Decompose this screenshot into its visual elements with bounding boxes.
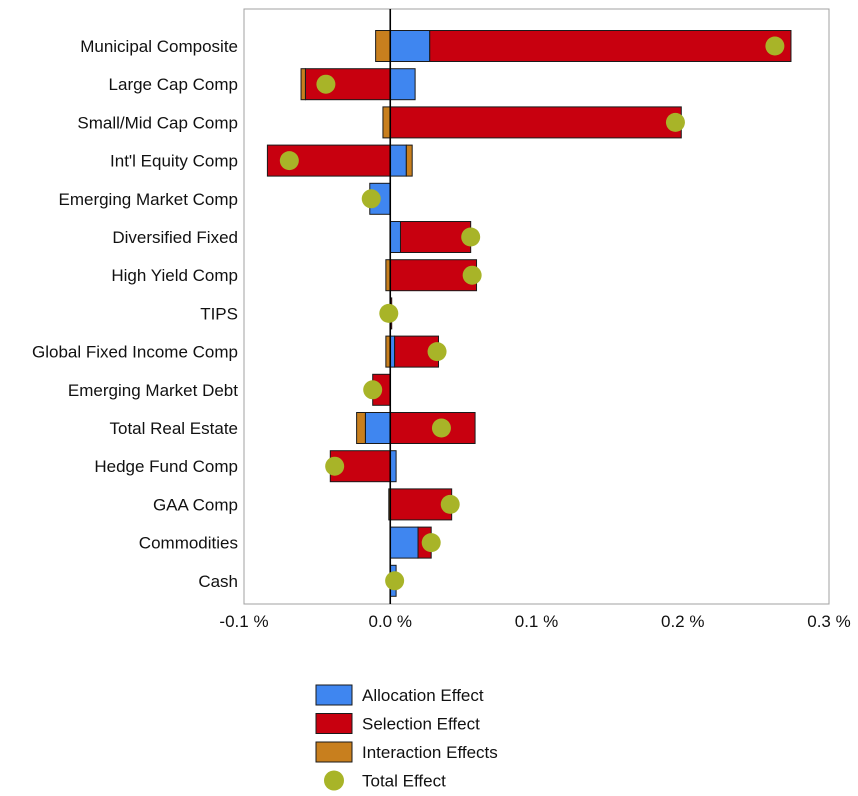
legend-label-allocation-effect: Allocation Effect xyxy=(362,686,484,705)
bar-allocation-effect-int-l-equity-comp xyxy=(389,144,407,177)
total-effect-point-small-mid-cap-comp xyxy=(665,112,685,132)
legend-label-selection-effect: Selection Effect xyxy=(362,715,480,734)
legend-swatch-interaction-effects xyxy=(315,741,353,763)
total-effect-point-large-cap-comp xyxy=(316,74,336,94)
total-effect-layer xyxy=(279,36,785,591)
category-label-municipal-composite: Municipal Composite xyxy=(80,37,238,56)
bar-interaction-effects-municipal-composite xyxy=(375,30,391,62)
legend-swatch-allocation-effect xyxy=(315,684,353,706)
total-effect-point-cash xyxy=(385,571,405,591)
total-effect-point-gaa-comp xyxy=(440,494,460,514)
category-label-high-yield-comp: High Yield Comp xyxy=(111,266,238,285)
legend-marker-total-effect xyxy=(324,770,344,791)
bar-allocation-effect-diversified-fixed xyxy=(389,221,401,253)
x-tick-label: -0.1 % xyxy=(219,612,268,631)
category-label-small-mid-cap-comp: Small/Mid Cap Comp xyxy=(77,113,238,132)
total-effect-point-emerging-market-comp xyxy=(361,189,381,209)
bar-interaction-effects-total-real-estate xyxy=(356,412,366,444)
legend-swatch-selection-effect xyxy=(315,713,353,734)
category-label-gaa-comp: GAA Comp xyxy=(153,495,238,514)
bar-allocation-effect-large-cap-comp xyxy=(389,68,416,101)
total-effect-point-high-yield-comp xyxy=(462,265,482,285)
total-effect-point-int-l-equity-comp xyxy=(279,151,299,171)
category-label-total-real-estate: Total Real Estate xyxy=(109,419,238,438)
bar-interaction-effects-large-cap-comp xyxy=(300,68,306,101)
bar-allocation-effect-total-real-estate xyxy=(364,412,391,444)
bars-layer xyxy=(266,30,792,597)
plot-border xyxy=(243,8,830,605)
x-axis-tick-labels: -0.1 % 0.0 % 0.1 % 0.2 % 0.3 % xyxy=(219,612,850,631)
total-effect-point-total-real-estate xyxy=(431,418,451,438)
category-label-large-cap-comp: Large Cap Comp xyxy=(109,75,238,94)
category-label-tips: TIPS xyxy=(200,304,238,323)
total-effect-point-global-fixed-income-comp xyxy=(427,342,447,362)
bar-selection-effect-municipal-composite xyxy=(429,30,792,62)
bar-allocation-effect-municipal-composite xyxy=(389,30,431,62)
category-label-int-l-equity-comp: Int'l Equity Comp xyxy=(110,152,238,171)
total-effect-point-tips xyxy=(379,303,399,323)
category-label-emerging-market-comp: Emerging Market Comp xyxy=(58,190,238,209)
legend-label-total-effect: Total Effect xyxy=(362,772,446,791)
bar-allocation-effect-commodities xyxy=(389,526,419,559)
total-effect-point-diversified-fixed xyxy=(461,227,481,247)
bar-selection-effect-diversified-fixed xyxy=(399,221,472,253)
total-effect-point-emerging-market-debt xyxy=(363,380,383,400)
category-label-hedge-fund-comp: Hedge Fund Comp xyxy=(94,457,238,476)
total-effect-point-hedge-fund-comp xyxy=(325,456,345,476)
x-tick-label: 0.0 % xyxy=(369,612,412,631)
y-axis-labels: Municipal Composite Large Cap Comp Small/M… xyxy=(32,37,238,591)
bar-interaction-effects-small-mid-cap-comp xyxy=(382,106,391,139)
legend: Allocation Effect Selection Effect Interac… xyxy=(315,684,498,791)
bar-interaction-effects-int-l-equity-comp xyxy=(405,144,413,177)
total-effect-point-commodities xyxy=(421,533,441,553)
category-label-emerging-market-debt: Emerging Market Debt xyxy=(68,381,238,400)
plot-frame xyxy=(243,8,830,605)
x-tick-label: 0.2 % xyxy=(661,612,704,631)
bar-selection-effect-small-mid-cap-comp xyxy=(389,106,682,139)
x-tick-label: 0.1 % xyxy=(515,612,558,631)
category-label-commodities: Commodities xyxy=(139,534,238,553)
category-label-cash: Cash xyxy=(198,572,238,591)
bar-allocation-effect-hedge-fund-comp xyxy=(389,450,397,483)
x-tick-label: 0.3 % xyxy=(807,612,850,631)
legend-label-interaction-effects: Interaction Effects xyxy=(362,743,498,762)
total-effect-point-municipal-composite xyxy=(765,36,785,56)
category-label-global-fixed-income-comp: Global Fixed Income Comp xyxy=(32,343,238,362)
category-label-diversified-fixed: Diversified Fixed xyxy=(112,228,238,247)
